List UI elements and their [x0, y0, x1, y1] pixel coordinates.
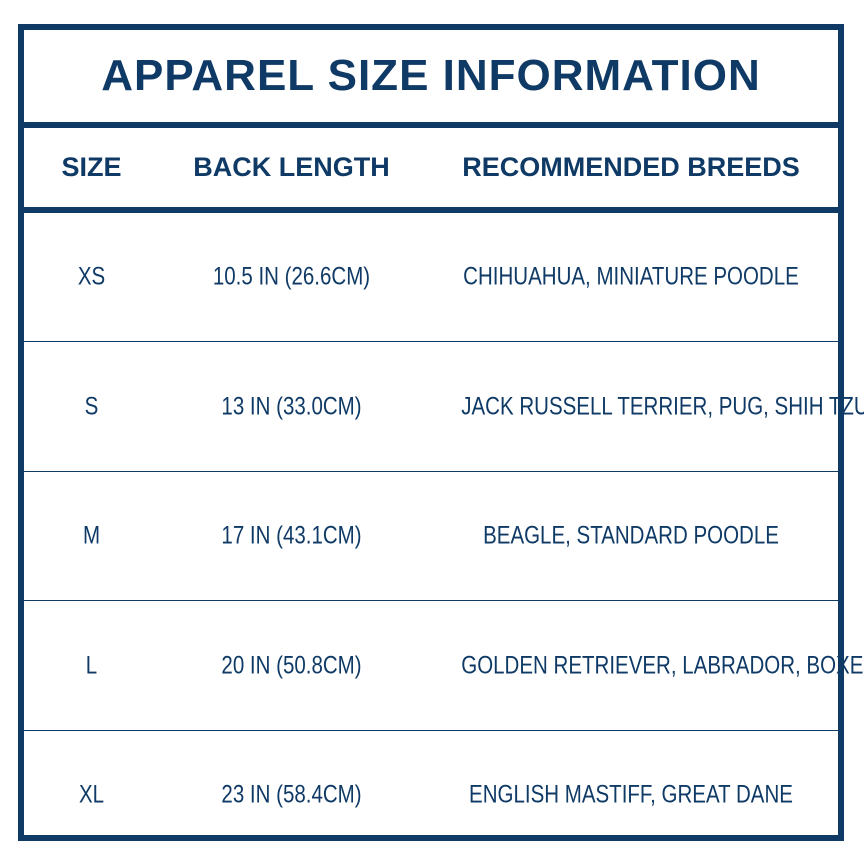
cell-breeds: GOLDEN RETRIEVER, LABRADOR, BOXER	[461, 651, 864, 679]
cell-breeds: ENGLISH MASTIFF, GREAT DANE	[469, 780, 793, 809]
cell-back-length: 20 IN (50.8CM)	[221, 651, 362, 679]
header-back-length: BACK LENGTH	[193, 152, 390, 182]
cell-breeds: JACK RUSSELL TERRIER, PUG, SHIH TZU	[461, 392, 864, 420]
cell-size: S	[84, 392, 99, 420]
table-row: S 13 IN (33.0CM) JACK RUSSELL TERRIER, PUG…	[24, 343, 864, 472]
cell-size: XS	[77, 262, 106, 291]
table-title: APPAREL SIZE INFORMATION	[24, 30, 838, 128]
table-header: SIZE BACK LENGTH RECOMMENDED BREEDS	[24, 128, 838, 213]
size-table: APPAREL SIZE INFORMATION SIZE BACK LENGT…	[18, 24, 864, 841]
cell-back-length: 23 IN (58.4CM)	[221, 780, 362, 809]
table-row: XL 23 IN (58.4CM) ENGLISH MASTIFF, GREAT D…	[24, 731, 838, 859]
cell-back-length: 17 IN (43.1CM)	[221, 521, 362, 550]
cell-back-length: 10.5 IN (26.6CM)	[212, 262, 371, 291]
table-row: XS 10.5 IN (26.6CM) CHIHUAHUA, MINIATURE P…	[24, 213, 838, 342]
cell-breeds: BEAGLE, STANDARD POODLE	[483, 521, 779, 550]
cell-breeds: CHIHUAHUA, MINIATURE POODLE	[463, 262, 799, 291]
table-row: L 20 IN (50.8CM) GOLDEN RETRIEVER, LABRADO…	[24, 602, 864, 731]
cell-size: L	[85, 651, 98, 679]
cell-back-length: 13 IN (33.0CM)	[221, 392, 362, 420]
header-recommended-breeds: RECOMMENDED BREEDS	[462, 152, 800, 182]
header-size: SIZE	[61, 152, 122, 182]
table-row: M 17 IN (43.1CM) BEAGLE, STANDARD POODLE	[24, 472, 838, 601]
cell-size: M	[82, 521, 101, 550]
cell-size: XL	[78, 780, 105, 809]
